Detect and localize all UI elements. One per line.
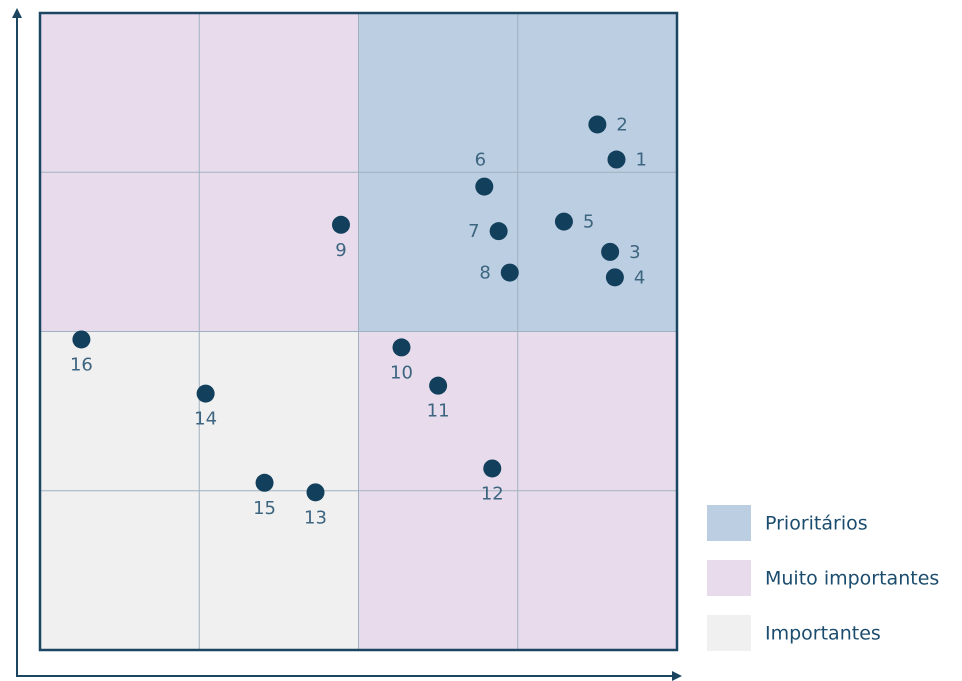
legend-swatch	[707, 560, 751, 596]
legend-label: Prioritários	[765, 513, 868, 535]
point-label: 13	[304, 507, 327, 528]
point-label: 1	[635, 150, 646, 171]
point	[483, 459, 502, 478]
point	[306, 483, 325, 502]
point	[196, 384, 215, 403]
point	[601, 242, 620, 261]
point	[331, 215, 350, 234]
point	[605, 268, 624, 287]
point	[475, 177, 494, 196]
legend-swatch	[707, 615, 751, 651]
point-label: 7	[468, 221, 479, 242]
point	[392, 338, 411, 357]
point-label: 12	[481, 483, 504, 504]
legend-label: Importantes	[765, 623, 881, 645]
point-label: 5	[583, 212, 594, 233]
point-label: 15	[253, 498, 276, 519]
legend-label: Muito importantes	[765, 568, 939, 590]
axes	[12, 8, 682, 681]
point	[72, 330, 91, 349]
legend: Prioritários Muito importantes Importantes	[707, 505, 939, 651]
point	[607, 150, 626, 169]
point-label: 9	[335, 240, 346, 261]
point-label: 3	[629, 242, 640, 263]
point-label: 4	[634, 267, 645, 288]
point-label: 11	[427, 401, 450, 422]
point	[588, 115, 607, 134]
point-label: 2	[616, 114, 627, 135]
point	[554, 212, 573, 231]
point-label: 14	[194, 409, 217, 430]
point	[429, 376, 448, 395]
point-label: 16	[70, 354, 93, 375]
point	[489, 222, 508, 241]
point-label: 10	[390, 362, 413, 383]
point-label: 8	[479, 263, 490, 284]
y-arrow	[12, 8, 22, 18]
grid	[40, 13, 677, 650]
point	[500, 263, 519, 282]
plot-border	[38, 11, 679, 652]
x-arrow	[672, 671, 682, 681]
legend-swatch	[707, 505, 751, 541]
point-label: 6	[475, 150, 486, 171]
point	[255, 473, 274, 492]
